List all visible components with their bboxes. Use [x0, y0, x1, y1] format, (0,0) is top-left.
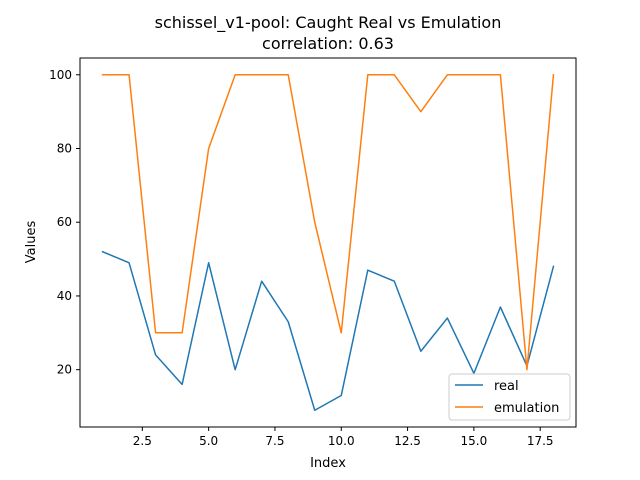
legend-label-emulation: emulation — [494, 401, 559, 416]
chart-subtitle: correlation: 0.63 — [262, 34, 394, 53]
series-line-real — [101, 250, 555, 411]
chart-title: schissel_v1-pool: Caught Real vs Emulati… — [155, 13, 502, 33]
x-axis-label: Index — [310, 456, 346, 471]
legend: real emulation — [448, 373, 571, 421]
y-axis-label: Values — [24, 221, 39, 264]
series-line-emulation — [101, 73, 555, 371]
x-tick-label: 7.5 — [265, 434, 284, 448]
x-tick-label: 2.5 — [133, 434, 152, 448]
axes-frame — [79, 57, 577, 428]
x-tick-label: 15.0 — [461, 434, 488, 448]
legend-label-real: real — [494, 379, 519, 394]
x-tick-label: 17.5 — [527, 434, 554, 448]
y-tick-label: 60 — [57, 215, 72, 229]
y-tick-label: 100 — [49, 68, 72, 82]
y-tick-label: 20 — [57, 363, 72, 377]
x-tick-label: 5.0 — [199, 434, 218, 448]
y-tick-label: 80 — [57, 141, 72, 155]
plot-area — [101, 73, 555, 411]
x-tick-label: 12.5 — [394, 434, 421, 448]
y-axis-ticks: 20 40 60 80 100 — [49, 68, 80, 377]
y-tick-label: 40 — [57, 289, 72, 303]
x-tick-label: 10.0 — [328, 434, 355, 448]
x-axis-ticks: 2.5 5.0 7.5 10.0 12.5 15.0 17.5 — [133, 427, 554, 448]
